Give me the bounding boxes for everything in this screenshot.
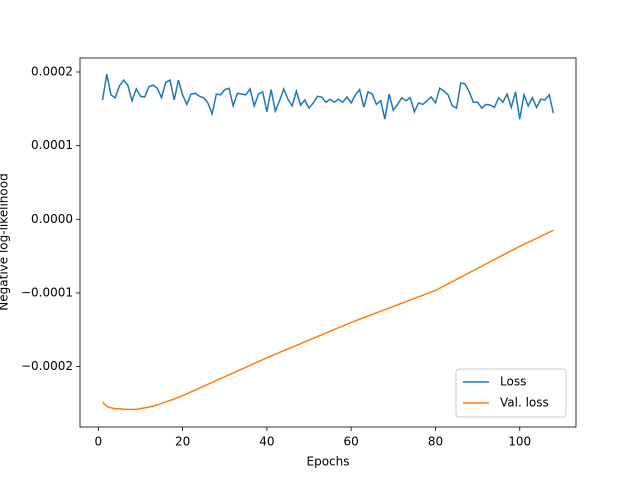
x-tick-label: 40 xyxy=(259,435,274,449)
line-series xyxy=(101,74,555,120)
plot-frame xyxy=(79,57,577,428)
x-tick-label: 60 xyxy=(344,435,359,449)
x-tick-label: 100 xyxy=(508,435,531,449)
y-tick-label: −0.0002 xyxy=(21,359,73,373)
y-tick-label: 0.0002 xyxy=(31,64,73,78)
y-axis-label: Negative log-likelihood xyxy=(0,173,11,310)
x-tick-label: 20 xyxy=(175,435,190,449)
legend-label: Val. loss xyxy=(500,396,549,410)
y-tick-label: 0.0000 xyxy=(31,212,73,226)
x-tick-label: 0 xyxy=(95,435,103,449)
line-series xyxy=(102,229,554,411)
x-tick-label: 80 xyxy=(428,435,443,449)
legend-box xyxy=(455,368,567,418)
y-tick-label: 0.0001 xyxy=(31,138,73,152)
x-axis-label: Epochs xyxy=(307,455,350,469)
y-tick-label: −0.0001 xyxy=(21,285,73,299)
legend-label: Loss xyxy=(500,375,526,389)
